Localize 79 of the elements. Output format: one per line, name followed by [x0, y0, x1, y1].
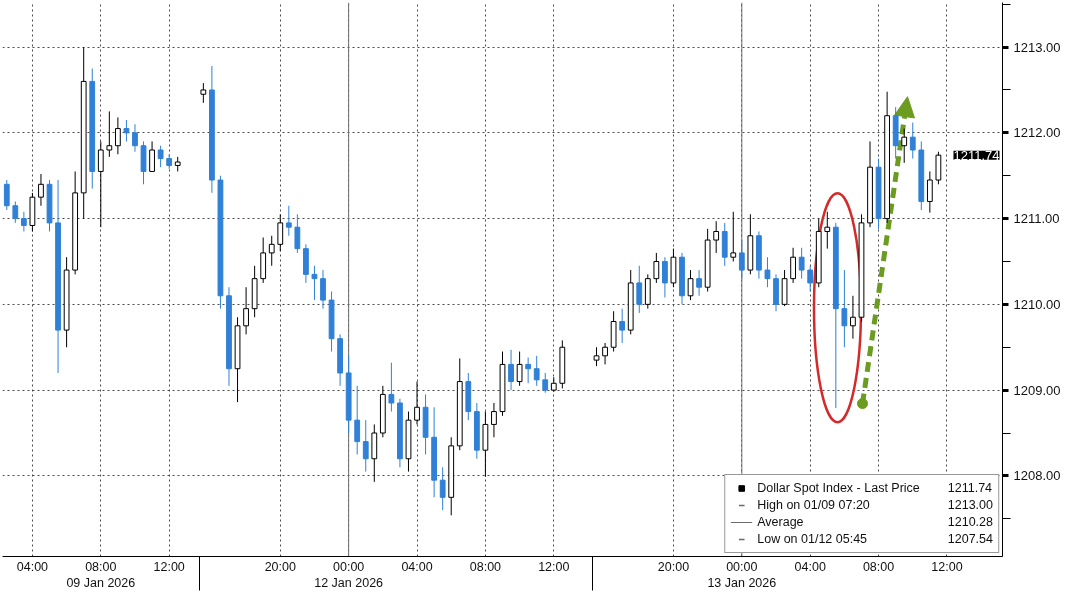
x-tick-label: 12:00 [538, 559, 570, 574]
candlestick [3, 179, 10, 211]
x-tick-label: 08:00 [862, 559, 895, 574]
x-tick-label: 04:00 [16, 559, 49, 574]
candlestick [491, 402, 497, 438]
candlestick [798, 247, 805, 280]
annotation: 1213.00 [947, 497, 993, 513]
y-tick-label: 1210.00 [1013, 296, 1061, 312]
candlestick [653, 252, 660, 284]
candlestick [285, 205, 292, 237]
candlestick [850, 295, 856, 340]
x-tick-label: 20:00 [264, 559, 296, 574]
candlestick [388, 362, 395, 413]
x-tick-label: 20:00 [657, 559, 690, 574]
candlestick [20, 211, 27, 232]
candlestick [542, 372, 549, 394]
candlestick [200, 82, 207, 104]
candlestick [508, 349, 514, 391]
candlestick [909, 122, 916, 160]
candlestick [525, 357, 532, 384]
candlestick [636, 265, 643, 314]
candlestick [901, 128, 908, 164]
candlestick [132, 123, 138, 153]
y-tick-label: 1212.00 [1013, 125, 1061, 141]
x-tick-label: 12:00 [931, 559, 963, 574]
candlestick [149, 140, 155, 172]
x-tick-label: 00:00 12 Jan 2026 [314, 559, 384, 591]
candlestick [687, 269, 694, 301]
annotation: High on 01/09 07:20 [757, 497, 870, 513]
candlestick [362, 419, 369, 473]
x-tick-label: 04:00 [794, 559, 826, 574]
candlestick [320, 269, 326, 310]
y-tick-label: 1208.00 [1013, 468, 1061, 484]
candlestick [97, 140, 104, 228]
candlestick [593, 346, 600, 367]
candlestick [106, 110, 113, 158]
candlestick [926, 170, 933, 214]
candlestick [157, 145, 164, 168]
candlestick [790, 247, 796, 284]
candlestick [764, 256, 771, 288]
annotation: 1210.28 [947, 514, 993, 530]
y-tick-label: 1211.00 [1013, 211, 1060, 227]
candlestick [311, 265, 318, 301]
candlestick [696, 269, 702, 297]
candlestick [516, 351, 523, 387]
x-tick-label: 08:00 09 Jan 2026 [66, 559, 136, 591]
x-tick-label: 08:00 [469, 559, 502, 574]
x-tick-label: 12:00 [153, 559, 185, 574]
annotation: Average [757, 514, 804, 530]
candlestick [662, 256, 668, 299]
candlestick [354, 385, 361, 455]
candlestick [533, 355, 540, 387]
candlestick [713, 220, 720, 254]
candlestick [730, 211, 737, 262]
y-tick-label: 1209.00 [1013, 382, 1061, 398]
y-tick-label: 1213.00 [1013, 39, 1061, 55]
candlestick [38, 173, 44, 207]
candlestick [294, 213, 301, 254]
candlestick [268, 235, 275, 267]
candlestick [114, 116, 121, 155]
x-tick-label: 00:00 13 Jan 2026 [707, 559, 777, 591]
candlestick [12, 200, 19, 224]
annotation: 1211.74 [947, 480, 993, 496]
candlestick [602, 342, 608, 365]
annotation: Low on 01/12 05:45 [757, 531, 868, 547]
candlestick [807, 265, 814, 293]
x-tick-label: 04:00 [401, 559, 433, 574]
candlestick [824, 211, 831, 250]
candlestick [243, 286, 249, 335]
candlestick [277, 213, 284, 252]
annotation: 1207.54 [947, 531, 993, 547]
candlestick [841, 269, 848, 348]
annotation: 1211.74 [953, 147, 1000, 163]
candlestick [738, 239, 745, 280]
legend-label: Dollar Spot Index - Last Price [757, 480, 920, 496]
candlestick [123, 119, 130, 142]
candlestick [414, 381, 420, 425]
candlestick [619, 308, 626, 344]
candlestick [439, 466, 446, 511]
